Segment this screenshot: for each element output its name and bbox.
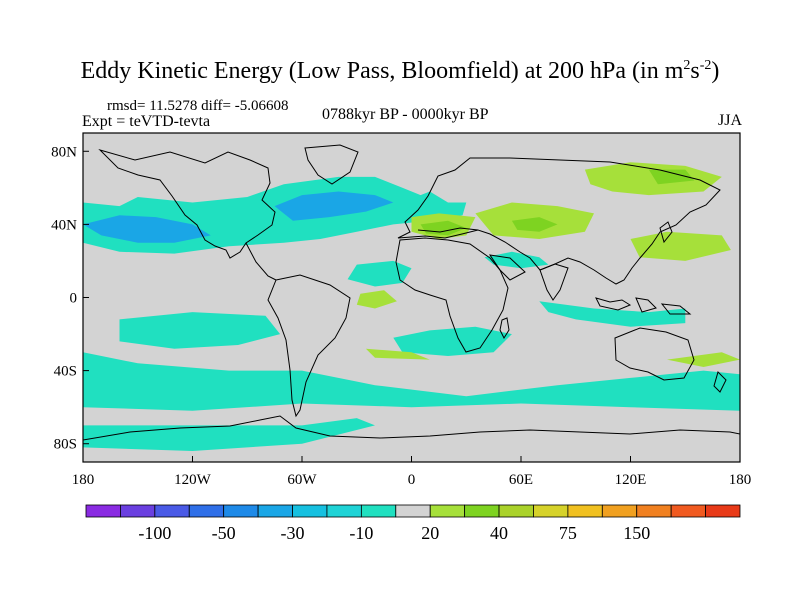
y-tick-label-2: 0: [70, 291, 78, 307]
colorbar-swatch-10: [429, 504, 466, 518]
colorbar-swatch-2: [154, 504, 190, 518]
contour-region-10: [584, 162, 722, 196]
x-tick-label-4: 60E: [509, 472, 533, 488]
contour-region-18: [511, 217, 558, 232]
contour-region-6: [393, 326, 512, 356]
colorbar-swatch-15: [601, 504, 638, 518]
colorbar-swatch-6: [292, 504, 328, 518]
x-axis: 180 120W 60W 0 60E 120E 180: [72, 456, 752, 488]
x-tick-label-2: 60W: [287, 472, 317, 488]
colorbar-swatch-17: [670, 504, 706, 518]
colorbar-label-6: 75: [559, 523, 577, 543]
y-tick-label-1: 40N: [51, 217, 77, 233]
y-tick-label-4: 80S: [54, 437, 77, 453]
colorbar-swatch-16: [636, 504, 672, 518]
colorbar-swatch-3: [188, 504, 225, 518]
contour-region-14: [356, 290, 397, 309]
colorbar-label-1: -50: [212, 523, 236, 543]
x-tick-label-6: 180: [729, 472, 752, 488]
y-axis: 80N 40N 0 40S 80S: [51, 144, 89, 453]
colorbar-label-3: -10: [349, 523, 373, 543]
colorbar-swatch-14: [567, 504, 603, 518]
colorbar-swatch-5: [257, 504, 293, 518]
contour-region-5: [119, 312, 281, 349]
colorbar-swatch-12: [498, 504, 534, 518]
colorbar-swatch-0: [85, 504, 121, 518]
statistics-text: rmsd= 11.5278 diff= -5.06608: [107, 98, 289, 114]
colorbar-label-2: -30: [281, 523, 305, 543]
contour-region-19: [648, 169, 695, 185]
colorbar-swatch-7: [326, 504, 362, 518]
contour-region-4: [347, 260, 412, 287]
colorbar-swatch-4: [223, 504, 259, 518]
contour-region-1: [83, 215, 211, 243]
contour-region-7: [83, 352, 740, 411]
x-tick-label-0: 180: [72, 472, 95, 488]
colorbar-swatch-8: [360, 504, 397, 518]
contour-region-3: [484, 251, 549, 269]
colorbar-swatch-9: [395, 504, 431, 518]
colorbar-label-0: -100: [138, 523, 171, 543]
contour-region-9: [539, 301, 686, 327]
x-tick-label-5: 120E: [615, 472, 647, 488]
contour-fill-layer: [83, 162, 740, 451]
experiment-label: Expt = teVTD-tevta: [82, 113, 211, 130]
colorbar-swatch-11: [464, 504, 500, 518]
colorbar-label-5: 40: [490, 523, 508, 543]
contour-region-15: [365, 348, 430, 360]
coastlines: [83, 144, 740, 441]
colorbar: -100 -50 -30 -10 20 40 75 150: [85, 504, 741, 543]
season-label: JJA: [717, 112, 742, 129]
map-title: Eddy Kinetic Energy (Low Pass, Bloomfiel…: [80, 58, 720, 84]
y-tick-label-0: 80N: [51, 144, 77, 160]
colorbar-swatch-1: [120, 504, 156, 518]
contour-region-2: [274, 191, 394, 221]
colorbar-swatch-13: [533, 504, 569, 518]
colorbar-label-7: 150: [623, 523, 650, 543]
y-tick-label-3: 40S: [54, 364, 77, 380]
contour-region-8: [83, 418, 375, 451]
x-tick-label-1: 120W: [174, 472, 212, 488]
colorbar-swatch-18: [705, 504, 741, 518]
period-label: 0788kyr BP - 0000kyr BP: [322, 106, 489, 123]
colorbar-label-4: 20: [421, 523, 439, 543]
contour-region-16: [667, 352, 740, 367]
x-tick-label-3: 0: [408, 472, 416, 488]
